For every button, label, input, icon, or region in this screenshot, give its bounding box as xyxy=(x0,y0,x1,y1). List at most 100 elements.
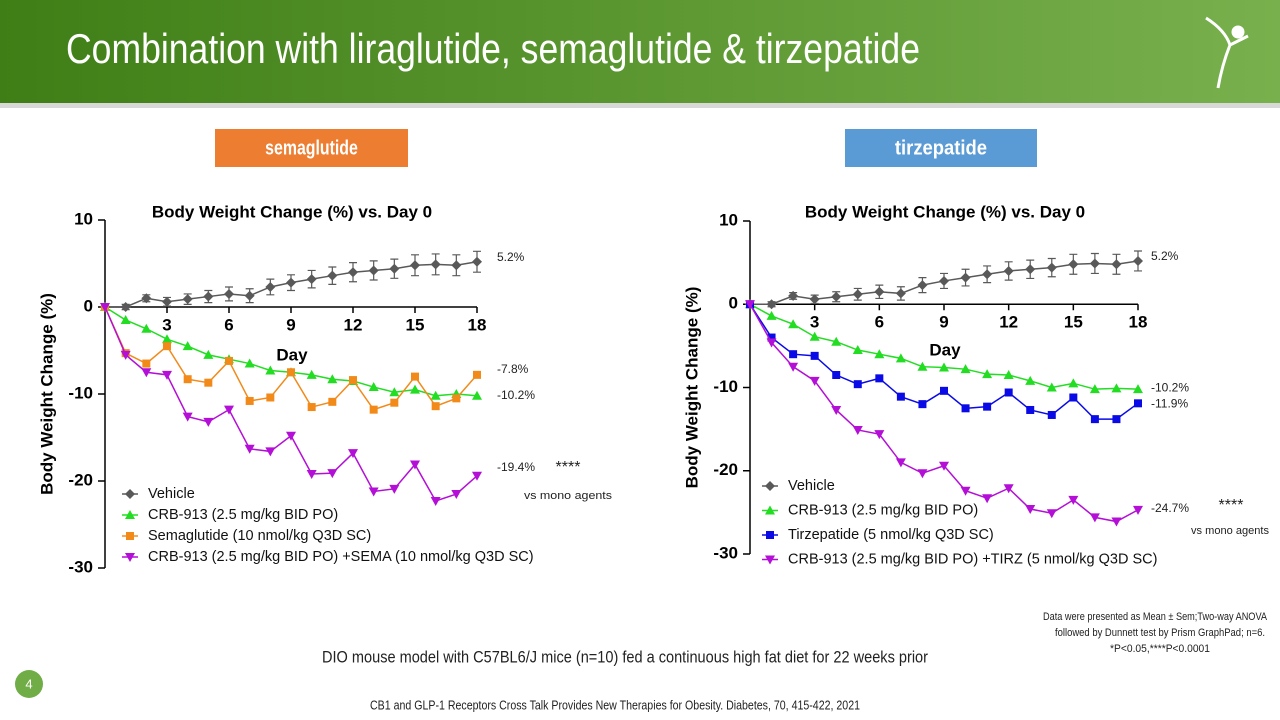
data-point xyxy=(203,291,214,302)
x-tick-label: 3 xyxy=(810,313,819,332)
legend-marker xyxy=(126,532,134,540)
value-label: -7.8% xyxy=(497,362,529,376)
panel-header-label: tirzepatide xyxy=(895,137,987,159)
y-tick-label: -20 xyxy=(68,470,93,489)
data-point xyxy=(141,323,152,333)
x-tick-label: 18 xyxy=(1129,313,1148,332)
data-point xyxy=(852,289,863,300)
data-point xyxy=(1068,259,1079,270)
data-point xyxy=(982,494,993,504)
data-point xyxy=(960,364,971,374)
data-point xyxy=(451,260,462,271)
data-point xyxy=(809,331,820,341)
x-tick-label: 6 xyxy=(875,313,884,332)
annotation: **** xyxy=(556,459,581,476)
data-point xyxy=(1069,393,1078,402)
legend-marker xyxy=(765,505,775,515)
data-point xyxy=(265,365,276,375)
data-point xyxy=(306,369,317,379)
data-point xyxy=(327,270,338,281)
data-point xyxy=(895,353,906,363)
data-point xyxy=(141,293,152,304)
data-point xyxy=(788,362,799,372)
data-point xyxy=(939,275,949,286)
page-badge xyxy=(15,670,43,698)
data-point xyxy=(852,425,863,435)
data-point xyxy=(982,269,993,280)
data-point xyxy=(224,405,234,415)
data-point xyxy=(100,303,110,312)
data-point xyxy=(1112,415,1121,424)
title-shadow xyxy=(0,103,1280,108)
value-label: 5.2% xyxy=(1151,249,1179,263)
data-point xyxy=(1068,495,1079,505)
data-point xyxy=(983,402,992,411)
y-tick-label: 0 xyxy=(729,294,738,313)
data-point xyxy=(1046,509,1057,519)
legend-marker xyxy=(125,489,135,499)
data-point xyxy=(327,374,338,384)
legend-label: CRB-913 (2.5 mg/kg BID PO) +SEMA (10 nmo… xyxy=(148,549,534,565)
legend-marker xyxy=(125,510,135,519)
footnote: *P<0.05,****P<0.0001 xyxy=(1110,643,1210,655)
data-point xyxy=(368,487,379,497)
x-axis-label: Day xyxy=(276,345,308,364)
data-point xyxy=(1003,370,1014,380)
logo xyxy=(1205,16,1249,89)
data-point xyxy=(788,290,799,301)
data-point xyxy=(162,334,172,344)
data-point xyxy=(183,375,192,384)
data-point xyxy=(411,372,419,381)
data-point xyxy=(389,263,400,274)
legend-marker xyxy=(766,531,774,539)
y-axis-label: Body Weight Change (%) xyxy=(37,293,56,495)
legend-marker xyxy=(765,555,775,565)
data-point xyxy=(1111,517,1122,527)
x-tick-label: 3 xyxy=(162,315,171,334)
legend-label: Tirzepatide (5 nmol/kg Q3D SC) xyxy=(788,527,994,543)
data-point xyxy=(141,368,152,378)
value-label: -19.4% xyxy=(497,460,535,474)
panel-header xyxy=(845,129,1037,167)
data-point xyxy=(265,447,276,457)
data-point xyxy=(874,349,885,359)
data-point xyxy=(287,368,295,377)
data-point xyxy=(852,345,863,355)
data-point xyxy=(142,359,151,368)
legend-label: CRB-913 (2.5 mg/kg BID PO) +TIRZ (5 nmol… xyxy=(788,551,1157,567)
annotation: vs mono agents xyxy=(524,490,613,502)
data-point xyxy=(831,336,842,346)
data-point xyxy=(918,400,927,409)
data-point xyxy=(1089,513,1100,523)
data-point xyxy=(348,267,358,278)
data-point xyxy=(390,398,399,407)
data-point xyxy=(307,403,316,412)
panel-header xyxy=(215,129,408,167)
data-point xyxy=(745,300,755,310)
data-point xyxy=(430,497,441,507)
data-point xyxy=(896,392,905,401)
data-point xyxy=(1133,384,1143,394)
value-label: -10.2% xyxy=(1151,380,1189,394)
data-point xyxy=(430,259,441,270)
data-point xyxy=(472,471,482,481)
data-point xyxy=(853,380,862,389)
x-axis-label: Day xyxy=(929,340,961,359)
x-tick-label: 9 xyxy=(286,315,295,334)
data-point xyxy=(224,288,234,299)
data-point xyxy=(1046,262,1057,273)
x-tick-label: 15 xyxy=(1064,313,1083,332)
data-point xyxy=(895,458,906,468)
footnote: Data were presented as Mean ± Sem;Two-wa… xyxy=(1043,611,1268,623)
data-point xyxy=(203,417,214,427)
data-point xyxy=(788,319,799,329)
data-point xyxy=(162,370,172,380)
data-point xyxy=(410,460,420,470)
x-tick-label: 6 xyxy=(224,315,233,334)
data-point xyxy=(1004,388,1013,397)
data-point xyxy=(245,396,254,405)
data-point xyxy=(368,382,379,392)
data-point xyxy=(244,358,255,368)
data-point xyxy=(810,351,819,360)
